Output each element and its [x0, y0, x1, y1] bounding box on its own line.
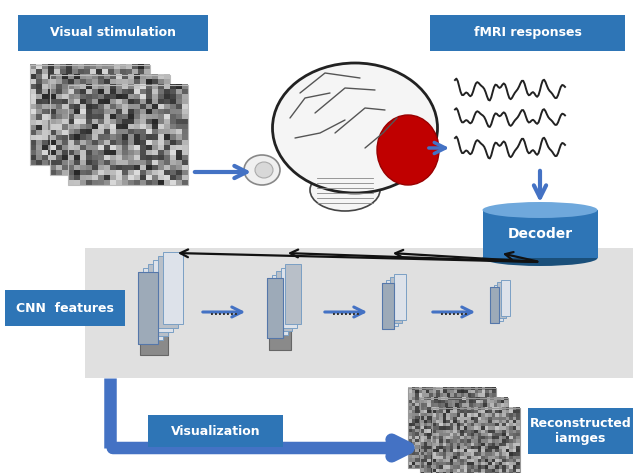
- Bar: [386, 280, 398, 326]
- Ellipse shape: [244, 155, 280, 185]
- FancyBboxPatch shape: [5, 290, 125, 326]
- Bar: [163, 252, 183, 324]
- Bar: [85, 248, 633, 378]
- Bar: [432, 408, 520, 473]
- Bar: [285, 264, 301, 324]
- Bar: [158, 256, 178, 328]
- Bar: [500, 280, 509, 315]
- Bar: [390, 277, 402, 323]
- Bar: [493, 284, 502, 321]
- Bar: [153, 260, 173, 332]
- Bar: [497, 282, 506, 318]
- Bar: [408, 388, 496, 468]
- Ellipse shape: [483, 202, 598, 218]
- Bar: [490, 287, 499, 323]
- Ellipse shape: [310, 169, 380, 211]
- Bar: [143, 268, 163, 340]
- Bar: [140, 293, 168, 355]
- Text: CNN  features: CNN features: [16, 301, 114, 315]
- Bar: [382, 283, 394, 329]
- Bar: [148, 264, 168, 336]
- Bar: [394, 274, 406, 320]
- Ellipse shape: [273, 63, 438, 193]
- FancyBboxPatch shape: [528, 408, 633, 454]
- Bar: [382, 283, 394, 329]
- Bar: [267, 278, 283, 338]
- Text: Visualization: Visualization: [171, 424, 260, 438]
- Ellipse shape: [377, 115, 439, 185]
- Bar: [271, 274, 287, 334]
- Bar: [138, 272, 158, 344]
- Text: fMRI responses: fMRI responses: [474, 26, 581, 40]
- Bar: [276, 271, 292, 331]
- Bar: [490, 287, 499, 323]
- Ellipse shape: [483, 250, 598, 266]
- Text: Visual stimulation: Visual stimulation: [50, 26, 176, 40]
- Bar: [269, 298, 291, 350]
- Bar: [30, 65, 150, 165]
- FancyBboxPatch shape: [148, 415, 283, 447]
- Bar: [280, 268, 296, 327]
- FancyBboxPatch shape: [18, 15, 208, 51]
- Text: Decoder: Decoder: [508, 227, 573, 241]
- Ellipse shape: [255, 162, 273, 178]
- Bar: [50, 75, 170, 175]
- Bar: [420, 398, 508, 473]
- Text: Reconstructed
iamges: Reconstructed iamges: [530, 417, 632, 445]
- Text: .......: .......: [440, 307, 468, 317]
- Bar: [68, 85, 188, 185]
- Text: .......: .......: [210, 307, 238, 317]
- Text: .......: .......: [332, 307, 360, 317]
- Bar: [267, 278, 283, 338]
- Bar: [483, 210, 598, 258]
- Bar: [138, 272, 158, 344]
- FancyBboxPatch shape: [430, 15, 625, 51]
